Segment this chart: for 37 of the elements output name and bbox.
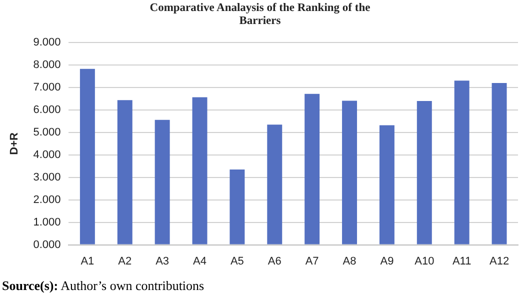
x-tick-label: A6 bbox=[268, 255, 282, 268]
x-tick-label: A2 bbox=[118, 255, 132, 268]
bar bbox=[304, 94, 320, 244]
bar bbox=[454, 80, 470, 244]
y-tick-label: 5.000 bbox=[33, 126, 61, 138]
x-tick-label: A9 bbox=[380, 255, 394, 268]
y-tick-label: 2.000 bbox=[33, 194, 61, 206]
y-tick-label: 8.000 bbox=[33, 59, 61, 72]
bar bbox=[192, 97, 208, 244]
source-note: Source(s): Author’s own contributions bbox=[2, 278, 206, 293]
y-tick-label: 3.000 bbox=[33, 171, 61, 184]
x-tick-label: A12 bbox=[489, 255, 510, 268]
bar bbox=[342, 100, 358, 244]
bar bbox=[267, 124, 282, 244]
y-tick-label: 4.000 bbox=[33, 148, 61, 161]
y-tick-label: 6.000 bbox=[33, 104, 61, 116]
x-tick-label: A5 bbox=[230, 255, 244, 268]
bar bbox=[379, 125, 394, 244]
x-tick-label: A1 bbox=[80, 255, 94, 268]
x-tick-label: A3 bbox=[156, 255, 170, 268]
y-tick-label: 0.000 bbox=[33, 238, 61, 251]
bar bbox=[416, 101, 432, 244]
y-tick-label: 9.000 bbox=[33, 36, 61, 49]
bar bbox=[154, 120, 170, 244]
chart-title: Comparative Analaysis of the Ranking of the Barriers bbox=[148, 2, 372, 28]
x-tick-label: A8 bbox=[342, 255, 356, 268]
bar bbox=[492, 83, 507, 244]
bar bbox=[117, 100, 132, 244]
bar bbox=[230, 170, 245, 244]
x-tick-label: A7 bbox=[305, 255, 319, 268]
x-tick-label: A4 bbox=[193, 255, 206, 268]
x-tick-label: A10 bbox=[414, 255, 434, 268]
x-tick-label: A11 bbox=[452, 255, 472, 268]
y-tick-label: 7.000 bbox=[33, 82, 61, 94]
bar bbox=[80, 68, 95, 244]
y-axis-title: D+R bbox=[8, 132, 21, 155]
y-tick-label: 1.000 bbox=[33, 216, 61, 228]
